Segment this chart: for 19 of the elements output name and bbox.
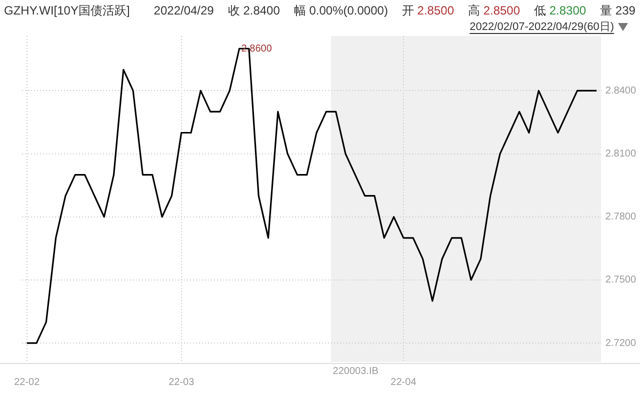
text: 220003.IB: [332, 366, 379, 377]
text: 量 239: [600, 3, 636, 18]
annotation: 2.8600: [241, 43, 272, 54]
text: 开 2.8500: [402, 3, 454, 18]
x-tick-label: 22-02: [14, 376, 40, 388]
text: 收 2.8400: [228, 3, 280, 18]
text: 幅 0.00%(0.0000): [294, 3, 388, 18]
y-tick-label: 2.7800: [605, 212, 636, 223]
chart-title: GZHY.WI[10Y国债活跃]: [4, 3, 130, 18]
y-tick-label: 2.8400: [605, 85, 636, 96]
x-tick-label: 22-04: [390, 376, 417, 388]
text: 高 2.8500: [468, 3, 520, 18]
y-tick-label: 2.7500: [605, 274, 636, 286]
text: 低 2.8300: [534, 3, 586, 18]
y-tick-label: 2.8100: [605, 148, 636, 160]
text: 2022/04/29: [154, 3, 214, 18]
chart-subtitle: 2022/02/07-2022/04/29(60日): [470, 21, 614, 34]
x-tick-label: 22-03: [168, 376, 195, 388]
y-tick-label: 2.7200: [605, 338, 636, 349]
